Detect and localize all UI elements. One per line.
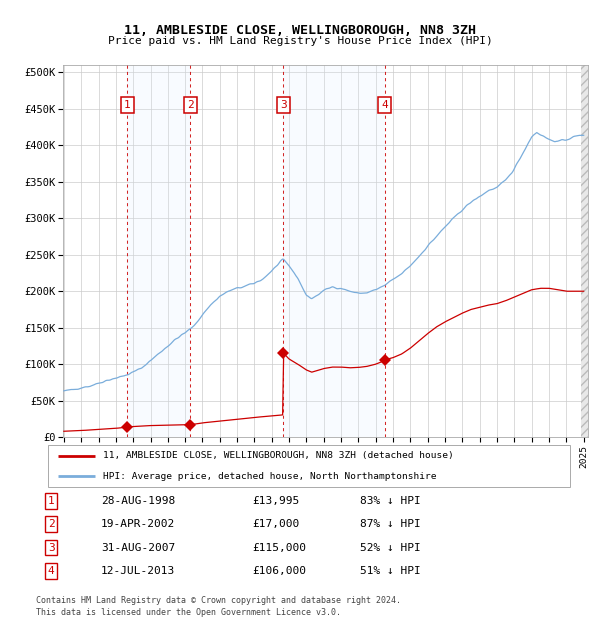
Text: 11, AMBLESIDE CLOSE, WELLINGBOROUGH, NN8 3ZH: 11, AMBLESIDE CLOSE, WELLINGBOROUGH, NN8… (124, 24, 476, 37)
Text: 87% ↓ HPI: 87% ↓ HPI (360, 520, 421, 529)
Text: £106,000: £106,000 (252, 566, 306, 576)
Text: 83% ↓ HPI: 83% ↓ HPI (360, 496, 421, 506)
Text: 1: 1 (124, 100, 130, 110)
Text: This data is licensed under the Open Government Licence v3.0.: This data is licensed under the Open Gov… (36, 608, 341, 617)
Text: Contains HM Land Registry data © Crown copyright and database right 2024.: Contains HM Land Registry data © Crown c… (36, 596, 401, 606)
Text: £13,995: £13,995 (252, 496, 299, 506)
Text: 4: 4 (48, 566, 55, 576)
Text: 3: 3 (48, 542, 55, 552)
Text: 12-JUL-2013: 12-JUL-2013 (101, 566, 175, 576)
Text: 2: 2 (48, 520, 55, 529)
Text: Price paid vs. HM Land Registry's House Price Index (HPI): Price paid vs. HM Land Registry's House … (107, 36, 493, 46)
Text: 3: 3 (280, 100, 287, 110)
Text: 28-AUG-1998: 28-AUG-1998 (101, 496, 175, 506)
Text: 51% ↓ HPI: 51% ↓ HPI (360, 566, 421, 576)
Bar (127, 65, 190, 437)
Text: 1: 1 (48, 496, 55, 506)
Text: £17,000: £17,000 (252, 520, 299, 529)
Text: 11, AMBLESIDE CLOSE, WELLINGBOROUGH, NN8 3ZH (detached house): 11, AMBLESIDE CLOSE, WELLINGBOROUGH, NN8… (103, 451, 454, 461)
Text: 2: 2 (187, 100, 194, 110)
Text: £115,000: £115,000 (252, 542, 306, 552)
Text: 4: 4 (382, 100, 388, 110)
Text: HPI: Average price, detached house, North Northamptonshire: HPI: Average price, detached house, Nort… (103, 472, 436, 480)
Bar (581, 65, 588, 437)
Bar (581, 65, 588, 437)
Bar (283, 65, 385, 437)
Text: 19-APR-2002: 19-APR-2002 (101, 520, 175, 529)
Text: 52% ↓ HPI: 52% ↓ HPI (360, 542, 421, 552)
Text: 31-AUG-2007: 31-AUG-2007 (101, 542, 175, 552)
